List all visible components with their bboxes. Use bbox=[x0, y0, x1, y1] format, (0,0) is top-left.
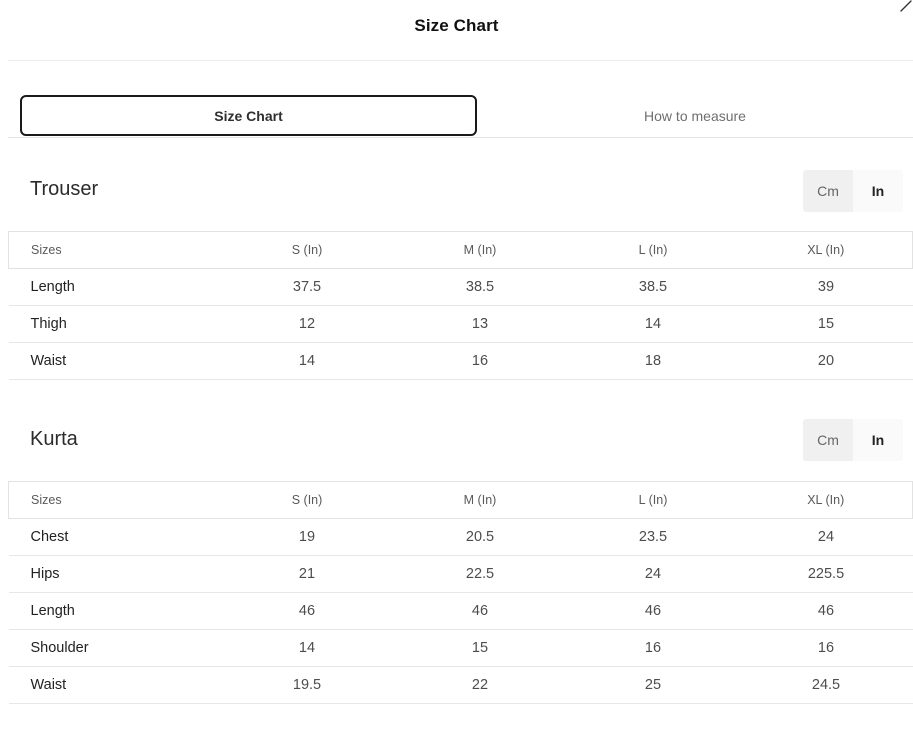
cell-value: 46 bbox=[393, 592, 567, 630]
table-row: Hips 21 22.5 24 225.5 bbox=[8, 555, 913, 593]
cell-value: 14 bbox=[220, 629, 394, 667]
row-label: Waist bbox=[8, 666, 221, 704]
cell-value: 14 bbox=[566, 305, 740, 343]
column-header-l: L (In) bbox=[566, 231, 740, 269]
cell-value: 20 bbox=[739, 342, 913, 380]
cell-value: 38.5 bbox=[566, 268, 740, 306]
unit-option-in-label: In bbox=[871, 183, 885, 199]
section-heading-kurta: Kurta bbox=[30, 428, 78, 450]
trouser-size-table: Sizes S (In) M (In) L (In) XL (In) Lengt… bbox=[8, 231, 913, 380]
cell-value: 20.5 bbox=[393, 518, 567, 556]
cell-value: 16 bbox=[739, 629, 913, 667]
tab-size-chart-label: Size Chart bbox=[214, 107, 283, 124]
cell-value: 19 bbox=[220, 518, 394, 556]
table-row: Length 37.5 38.5 38.5 39 bbox=[8, 268, 913, 306]
column-header-m: M (In) bbox=[393, 231, 567, 269]
row-label: Hips bbox=[8, 555, 221, 593]
table-row: Waist 19.5 22 25 24.5 bbox=[8, 666, 913, 704]
cell-value: 37.5 bbox=[220, 268, 394, 306]
cell-value: 15 bbox=[393, 629, 567, 667]
cell-value: 24 bbox=[566, 555, 740, 593]
table-header-row: Sizes S (In) M (In) L (In) XL (In) bbox=[8, 481, 913, 519]
cell-value: 16 bbox=[566, 629, 740, 667]
cell-value: 25 bbox=[566, 666, 740, 704]
cell-value: 15 bbox=[739, 305, 913, 343]
cell-value: 16 bbox=[393, 342, 567, 380]
table-row: Waist 14 16 18 20 bbox=[8, 342, 913, 380]
cell-value: 13 bbox=[393, 305, 567, 343]
header-divider bbox=[8, 60, 913, 61]
row-label: Thigh bbox=[8, 305, 221, 343]
table-header-row: Sizes S (In) M (In) L (In) XL (In) bbox=[8, 231, 913, 269]
cell-value: 46 bbox=[739, 592, 913, 630]
cell-value: 46 bbox=[566, 592, 740, 630]
table-row: Thigh 12 13 14 15 bbox=[8, 305, 913, 343]
column-header-sizes: Sizes bbox=[8, 231, 221, 269]
cell-value: 12 bbox=[220, 305, 394, 343]
cell-value: 38.5 bbox=[393, 268, 567, 306]
row-label: Waist bbox=[8, 342, 221, 380]
row-label: Chest bbox=[8, 518, 221, 556]
cell-value: 19.5 bbox=[220, 666, 394, 704]
row-label: Shoulder bbox=[8, 629, 221, 667]
column-header-l: L (In) bbox=[566, 481, 740, 519]
unit-option-cm-label: Cm bbox=[817, 432, 839, 448]
unit-option-in[interactable]: In bbox=[853, 170, 903, 212]
unit-option-cm-label: Cm bbox=[817, 183, 839, 199]
column-header-s: S (In) bbox=[220, 481, 394, 519]
cell-value: 21 bbox=[220, 555, 394, 593]
unit-option-cm[interactable]: Cm bbox=[803, 419, 853, 461]
unit-option-cm[interactable]: Cm bbox=[803, 170, 853, 212]
row-label: Length bbox=[8, 592, 221, 630]
cell-value: 46 bbox=[220, 592, 394, 630]
cell-value: 14 bbox=[220, 342, 394, 380]
table-row: Shoulder 14 15 16 16 bbox=[8, 629, 913, 667]
cell-value: 22.5 bbox=[393, 555, 567, 593]
unit-option-in[interactable]: In bbox=[853, 419, 903, 461]
cell-value: 225.5 bbox=[739, 555, 913, 593]
cell-value: 24 bbox=[739, 518, 913, 556]
column-header-sizes: Sizes bbox=[8, 481, 221, 519]
cell-value: 22 bbox=[393, 666, 567, 704]
cell-value: 24.5 bbox=[739, 666, 913, 704]
row-label: Length bbox=[8, 268, 221, 306]
tab-size-chart[interactable]: Size Chart bbox=[20, 95, 477, 136]
section-heading-trouser: Trouser bbox=[30, 178, 99, 200]
column-header-s: S (In) bbox=[220, 231, 394, 269]
tab-how-to-measure[interactable]: How to measure bbox=[477, 95, 913, 136]
tab-how-to-measure-label: How to measure bbox=[644, 107, 746, 124]
modal-title: Size Chart bbox=[414, 16, 499, 35]
unit-toggle-trouser: Cm In bbox=[803, 170, 903, 212]
column-header-xl: XL (In) bbox=[739, 481, 913, 519]
cell-value: 39 bbox=[739, 268, 913, 306]
table-row: Chest 19 20.5 23.5 24 bbox=[8, 518, 913, 556]
column-header-m: M (In) bbox=[393, 481, 567, 519]
unit-toggle-kurta: Cm In bbox=[803, 419, 903, 461]
kurta-size-table: Sizes S (In) M (In) L (In) XL (In) Chest… bbox=[8, 481, 913, 704]
cell-value: 18 bbox=[566, 342, 740, 380]
column-header-xl: XL (In) bbox=[739, 231, 913, 269]
table-row: Length 46 46 46 46 bbox=[8, 592, 913, 630]
cell-value: 23.5 bbox=[566, 518, 740, 556]
tab-bar: Size Chart How to measure bbox=[8, 95, 913, 138]
unit-option-in-label: In bbox=[871, 432, 885, 448]
close-icon[interactable] bbox=[899, 0, 913, 12]
